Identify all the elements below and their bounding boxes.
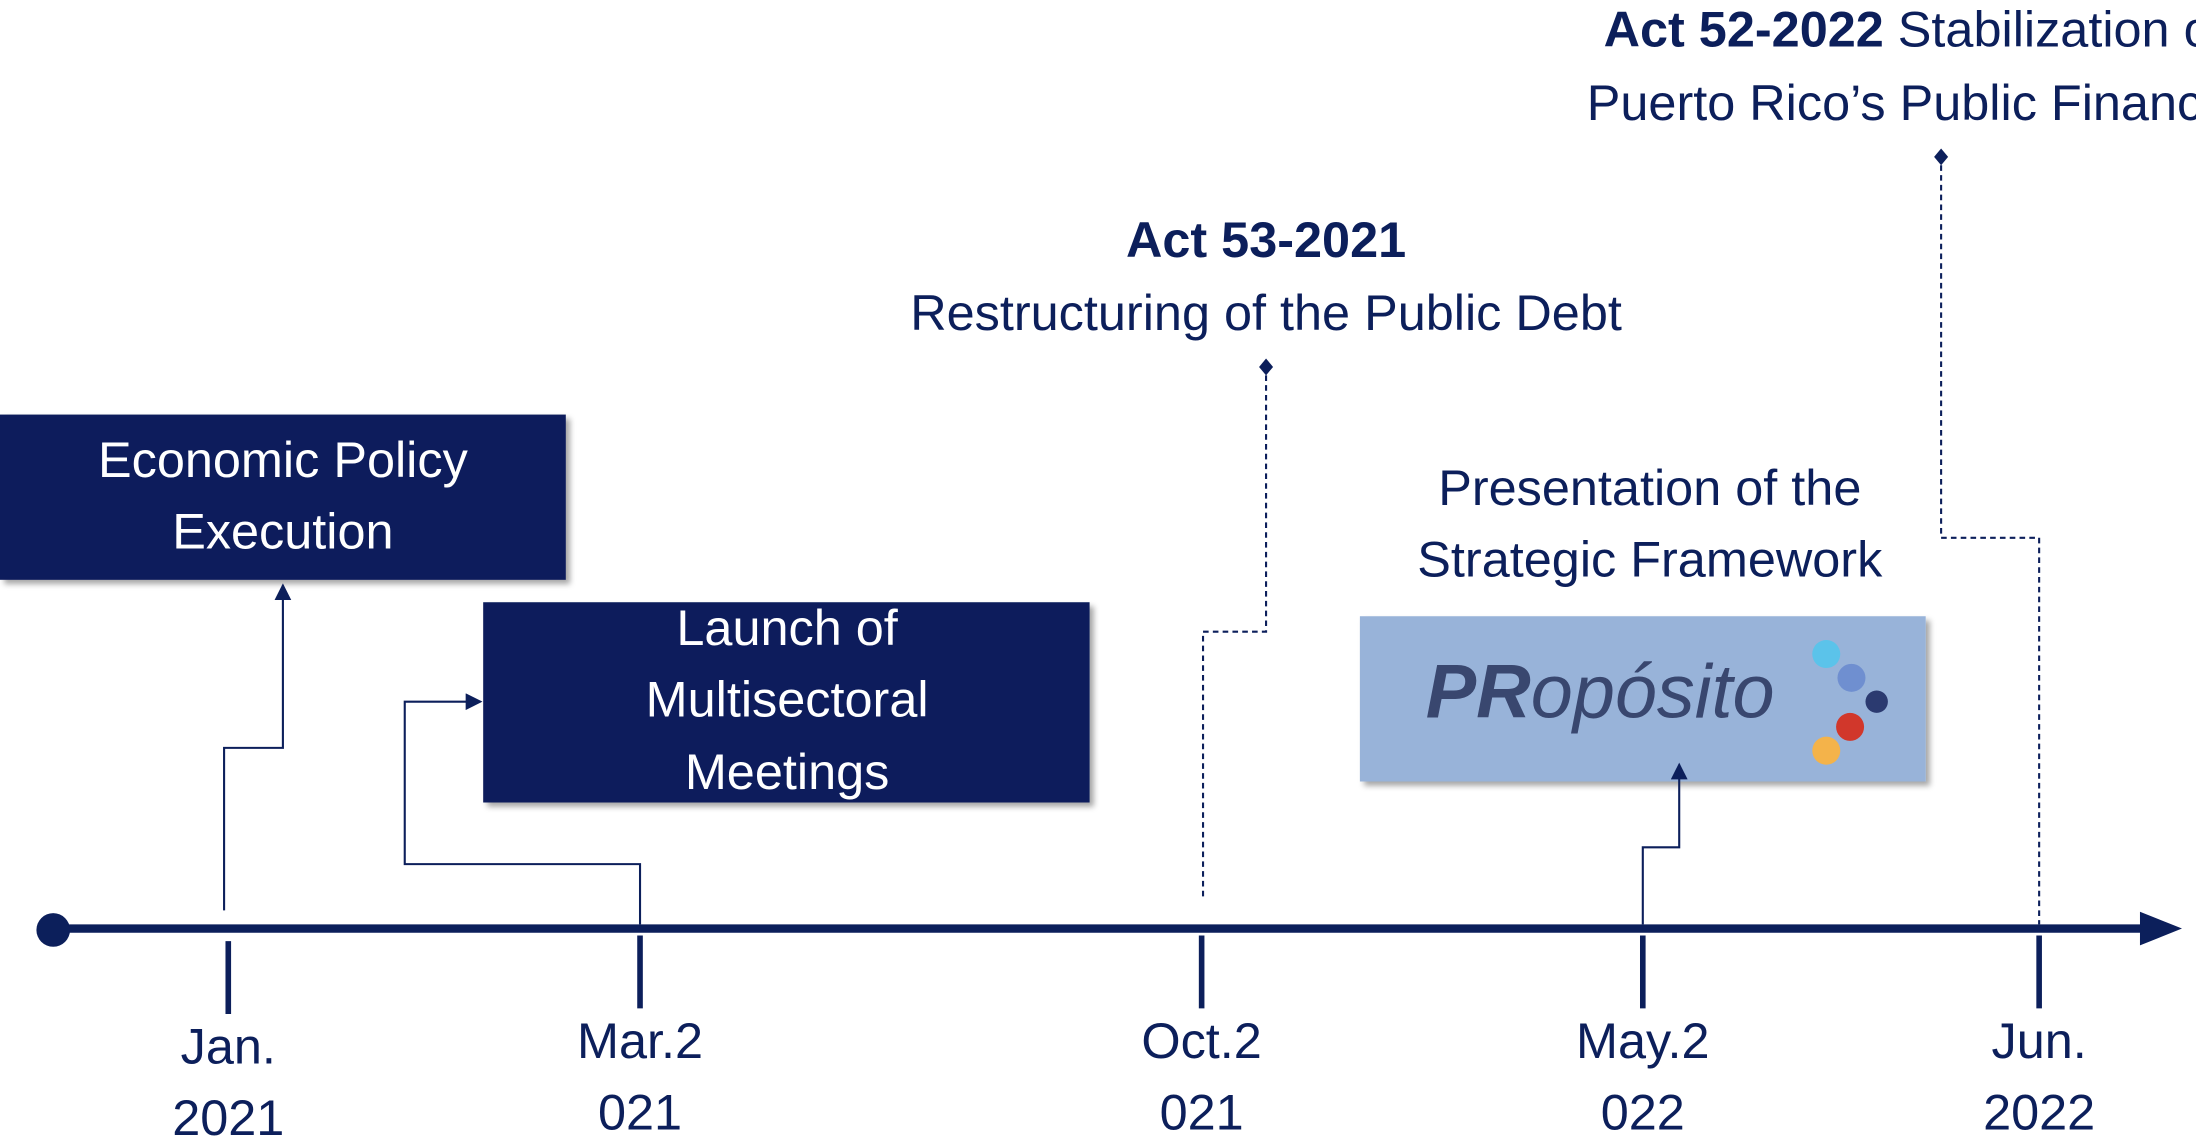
connector <box>403 693 642 925</box>
logo: PRopósito <box>1426 650 1775 734</box>
date-label: 2022 <box>1983 1084 2095 1141</box>
event-text: Meetings <box>685 743 890 800</box>
event-text: Multisectoral <box>646 670 929 727</box>
logo-rest: opósito <box>1531 650 1775 734</box>
date-label: 021 <box>1160 1084 1244 1141</box>
date-label: 021 <box>598 1084 682 1141</box>
date-labels: Jan. 2021 Mar.2 021 Oct.2 021 May.2 022 … <box>172 1012 2095 1142</box>
event-text: Launch of <box>676 599 898 656</box>
logo-dot <box>1812 640 1841 669</box>
logo-dot <box>1837 663 1866 692</box>
event-box <box>483 602 1090 803</box>
logo-dot <box>1836 712 1865 741</box>
connector <box>1641 762 1688 925</box>
date-label: Oct.2 <box>1141 1012 1261 1069</box>
event-text: Presentation of the <box>1438 459 1861 516</box>
event-subtitle: Restructuring of the Public Debt <box>910 284 1622 341</box>
logo-dot <box>1812 736 1841 765</box>
connector <box>1201 375 1268 897</box>
date-label: Jun. <box>1992 1012 2087 1069</box>
event-title: Act 53-2021 <box>1126 211 1406 268</box>
date-label: Mar.2 <box>577 1012 703 1069</box>
axis-start <box>36 913 71 947</box>
event-box <box>0 414 566 580</box>
event-text: Strategic Framework <box>1417 530 1883 587</box>
date-label: May.2 <box>1576 1012 1710 1069</box>
connector <box>1940 165 2041 925</box>
ticks <box>225 935 2042 1014</box>
date-label: 2021 <box>172 1089 284 1142</box>
logo-bold: PR <box>1426 650 1531 734</box>
event-title: Act 52-2022 Stabilization of <box>1604 1 2196 58</box>
axis-arrow <box>2139 911 2182 946</box>
event-text: Economic Policy <box>98 431 469 488</box>
event-title-bold: Act 52-2022 <box>1604 1 1884 58</box>
date-label: 022 <box>1601 1084 1685 1141</box>
event-title-rest: Stabilization of <box>1898 1 2196 58</box>
event-subtitle: Puerto Rico’s Public Finances <box>1587 74 2196 131</box>
event-text: Execution <box>172 502 393 559</box>
date-label: Jan. <box>181 1018 276 1075</box>
logo-dot <box>1865 690 1888 713</box>
diamond <box>1259 358 1274 376</box>
diamond <box>1934 148 1949 166</box>
connector <box>223 583 292 911</box>
